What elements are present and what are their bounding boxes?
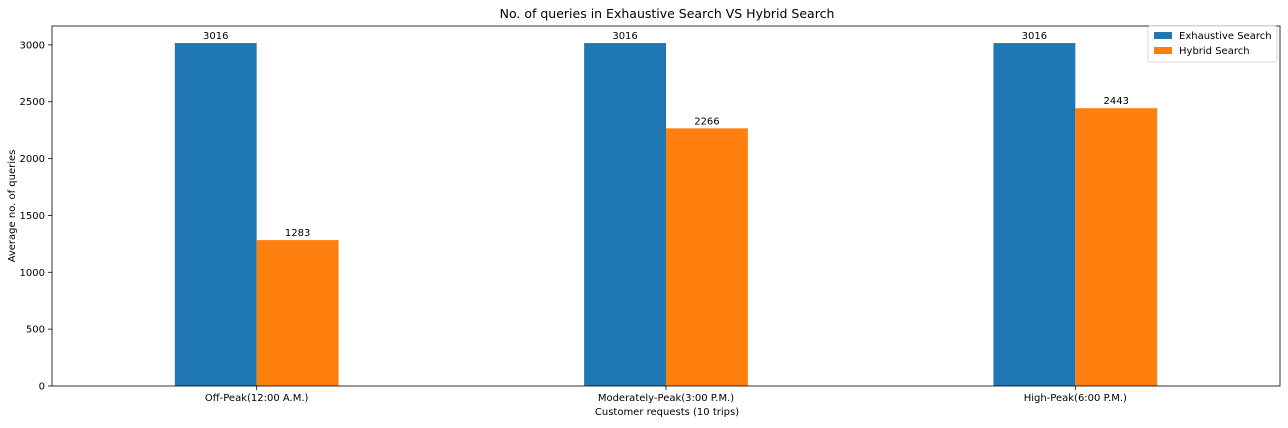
y-tick-label: 2500: [20, 97, 45, 108]
y-tick-label: 1000: [20, 268, 45, 279]
bar-value-label: 1283: [285, 228, 310, 239]
legend-box: [1147, 25, 1278, 63]
bar: [666, 128, 748, 386]
x-tick-label: High-Peak(6:00 P.M.): [1024, 393, 1127, 404]
x-tick-label: Moderately-Peak(3:00 P.M.): [598, 393, 734, 404]
plot-area: 3016 3016 3016 1283 2266 2443 0 500 1000 1500 2000…: [20, 25, 1281, 404]
bar-value-label: 3016: [1022, 31, 1047, 42]
bar-value-label: 2266: [694, 116, 719, 127]
legend-swatch: [1154, 47, 1172, 54]
y-tick-label: 0: [39, 382, 45, 393]
legend: Exhaustive Search Hybrid Search: [1147, 25, 1278, 63]
bar-value-label: 2443: [1104, 96, 1129, 107]
y-tick-label: 500: [26, 325, 45, 336]
bar: [584, 43, 666, 387]
bar: [1075, 108, 1158, 386]
bar-value-label: 3016: [612, 31, 637, 42]
legend-label: Exhaustive Search: [1179, 31, 1272, 42]
bar: [256, 240, 339, 386]
x-axis-label: Customer requests (10 trips): [595, 407, 739, 418]
legend-swatch: [1154, 32, 1172, 39]
y-tick-label: 3000: [20, 40, 45, 51]
chart-title: No. of queries in Exhaustive Search VS H…: [500, 6, 835, 21]
x-tick-label: Off-Peak(12:00 A.M.): [205, 393, 309, 404]
bar: [993, 43, 1076, 387]
y-tick-label: 2000: [20, 154, 45, 165]
bar: [174, 43, 257, 387]
y-axis-label: Average no. of queries: [7, 150, 18, 263]
y-tick-label: 1500: [20, 211, 45, 222]
bar-value-label: 3016: [203, 31, 228, 42]
legend-label: Hybrid Search: [1179, 46, 1250, 57]
